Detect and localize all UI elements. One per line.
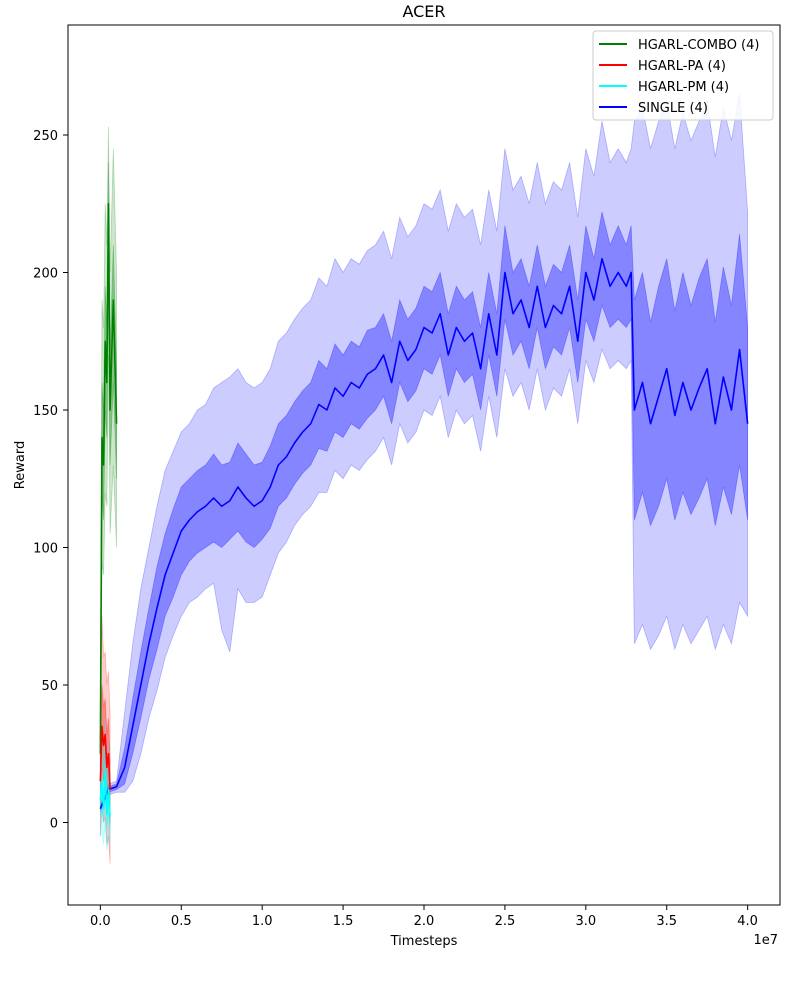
x-tick-label: 2.5: [495, 914, 516, 929]
legend-label-hgarl-pm-4: HGARL-PM (4): [638, 80, 729, 95]
x-tick-label: 2.0: [414, 914, 435, 929]
y-axis: 0 50 100 150 200 250: [33, 129, 68, 832]
series-lines: [99, 202, 749, 818]
x-tick-label: 3.5: [656, 914, 677, 929]
y-tick-label: 250: [33, 129, 58, 144]
band-outer-hgarl-combo-4: [99, 126, 117, 782]
x-tick-label: 4.0: [737, 914, 758, 929]
x-axis-label: Timesteps: [390, 934, 458, 949]
line-hgarl-pa-4: [99, 725, 111, 790]
band-inner-hgarl-pa-4: [99, 684, 111, 823]
line-hgarl-pm-4: [99, 772, 111, 818]
legend-label-single-4: SINGLE (4): [638, 101, 708, 116]
x-tick-label: 3.0: [575, 914, 596, 929]
line-single-4: [99, 257, 749, 810]
x-axis-offset-label: 1e7: [753, 933, 778, 948]
x-axis: 0.0 0.5 1.0 1.5 2.0 2.5 3.0 3.5 4.0: [90, 905, 758, 929]
y-tick-label: 150: [33, 404, 58, 419]
x-tick-label: 0.0: [90, 914, 111, 929]
x-tick-label: 1.0: [252, 914, 273, 929]
y-axis-label: Reward: [13, 441, 28, 489]
legend: HGARL-COMBO (4) HGARL-PA (4) HGARL-PM (4) S…: [592, 30, 774, 121]
chart-title: ACER: [402, 2, 445, 21]
x-tick-label: 1.5: [333, 914, 354, 929]
legend-label-hgarl-pa-4: HGARL-PA (4): [638, 59, 726, 74]
x-tick-label: 0.5: [171, 914, 192, 929]
band-inner-single-4: [99, 211, 749, 809]
y-tick-label: 0: [50, 817, 58, 832]
y-tick-label: 50: [41, 679, 58, 694]
y-tick-label: 200: [33, 267, 58, 282]
legend-label-hgarl-combo-4: HGARL-COMBO (4): [638, 38, 759, 53]
legend-box: [592, 30, 774, 121]
line-hgarl-combo-4: [99, 202, 118, 754]
y-tick-label: 100: [33, 542, 58, 557]
